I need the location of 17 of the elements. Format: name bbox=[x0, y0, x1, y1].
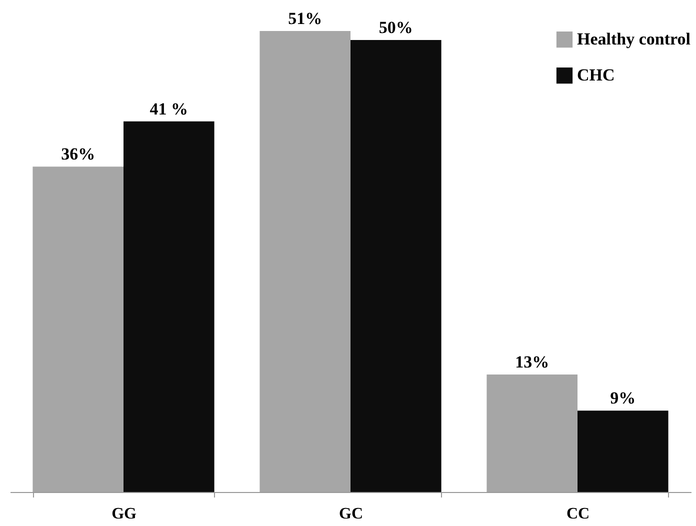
bar bbox=[260, 31, 350, 492]
data-label: 9% bbox=[610, 388, 636, 408]
bar bbox=[578, 410, 668, 492]
legend-label: Healthy control bbox=[577, 30, 691, 48]
legend-label: CHC bbox=[577, 66, 615, 84]
data-label: 13% bbox=[515, 352, 550, 372]
data-label: 36% bbox=[61, 144, 96, 164]
x-tick-label: CC bbox=[566, 506, 590, 522]
x-tick-label: GG bbox=[112, 506, 137, 522]
data-label: 41 % bbox=[150, 99, 188, 118]
bar bbox=[124, 121, 214, 492]
data-label: 51% bbox=[288, 9, 322, 28]
bar bbox=[350, 40, 442, 492]
x-tick-label: GC bbox=[339, 506, 363, 522]
data-label: 50% bbox=[378, 18, 413, 38]
bar bbox=[486, 374, 578, 492]
bar bbox=[32, 166, 124, 492]
